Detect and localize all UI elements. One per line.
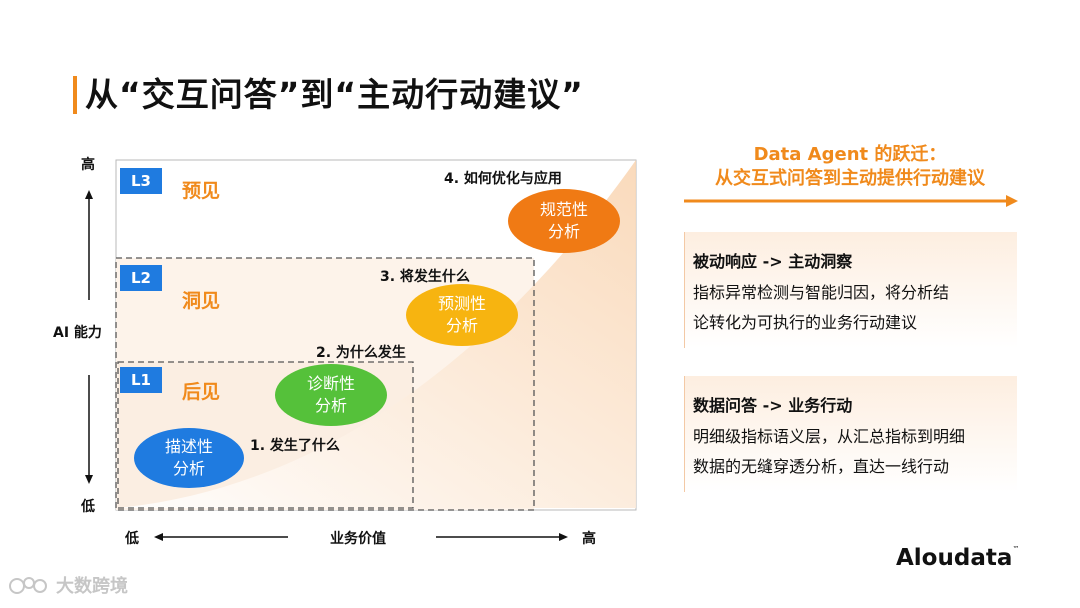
x-axis-label: 业务价值 [330,531,386,547]
insight-card-2: 数据问答 -> 业务行动 明细级指标语义层，从汇总指标到明细 数据的无缝穿透分析… [684,376,1017,492]
aloudata-logo: Aloudata™ [896,545,1020,571]
stage-ellipse-prescriptive: 规范性 分析 [508,189,620,253]
card-1-title: 被动响应 -> 主动洞察 [693,252,853,271]
stage-question-3: 3. 将发生什么 [380,269,470,285]
level-name-l3: 预见 [182,180,221,202]
x-axis-high: 高 [582,531,596,547]
capability-chart: 高 AI 能力 低 低 业务价值 高 L3 预见 L2 洞见 L1 后见 1. … [53,157,637,547]
watermark-text: 大数跨境 [56,576,128,597]
y-axis-low: 低 [81,499,95,515]
level-tag-l1: L1 [120,367,162,393]
stage-ellipse-diagnostic: 诊断性 分析 [275,364,387,426]
level-name-l1: 后见 [182,381,221,403]
page-title: 从“交互问答”到“主动行动建议” [85,75,584,114]
right-header-line2: 从交互式问答到主动提供行动建议 [715,168,985,189]
stage-question-2: 2. 为什么发生 [316,345,406,361]
y-axis-high: 高 [81,157,95,173]
y-axis-label: AI 能力 [53,325,102,341]
card-1-body: 指标异常检测与智能归因，将分析结 论转化为可执行的业务行动建议 [693,283,950,332]
stage-question-1: 1. 发生了什么 [250,438,340,454]
stage-ellipse-descriptive: 描述性 分析 [134,428,244,488]
title-accent-bar [73,76,77,114]
stage-question-4: 4. 如何优化与应用 [444,171,562,187]
right-header-arrow [684,195,1018,207]
level-tag-l3: L3 [120,168,162,194]
insight-card-1: 被动响应 -> 主动洞察 指标异常检测与智能归因，将分析结 论转化为可执行的业务… [684,232,1017,348]
right-header: Data Agent 的跃迁： 从交互式问答到主动提供行动建议 [684,143,1016,191]
stage-ellipse-predictive: 预测性 分析 [406,284,518,346]
watermark: 大数跨境 [8,572,128,598]
chart-graphics [85,159,637,541]
level-name-l2: 洞见 [182,290,221,312]
right-header-line1: Data Agent 的跃迁： [753,144,947,165]
watermark-logo-icon [9,577,47,594]
card-2-title: 数据问答 -> 业务行动 [693,396,853,415]
l2-dashed-box [115,257,535,511]
level-tag-l2: L2 [120,265,162,291]
x-axis-low: 低 [125,531,139,547]
card-2-body: 明细级指标语义层，从汇总指标到明细 数据的无缝穿透分析，直达一线行动 [693,427,966,476]
growth-curve [118,160,636,508]
